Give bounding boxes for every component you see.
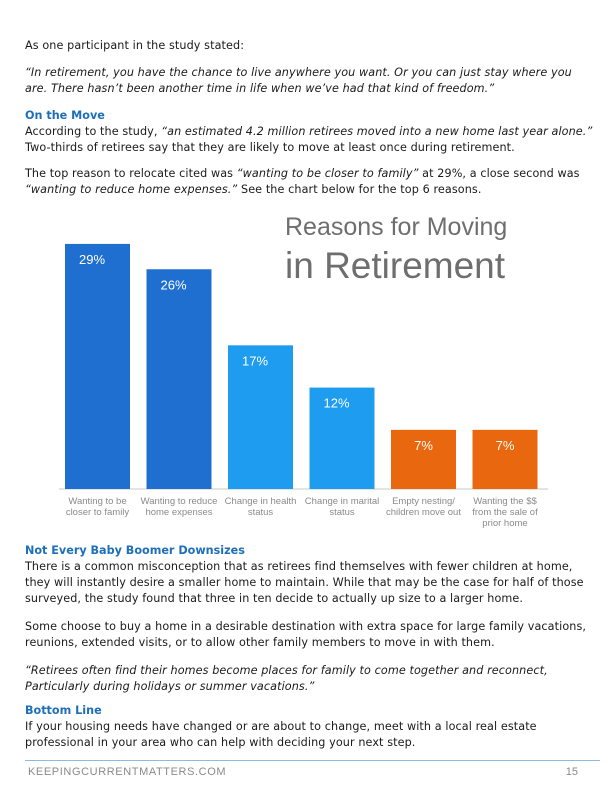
chart-title-line-2: in Retirement [285, 245, 506, 286]
category-label-4-line-1: children move out [386, 507, 461, 518]
section-bottom-line: Bottom Line If your housing needs have c… [25, 703, 595, 751]
downsize-quote: “Retirees often find their homes become … [25, 664, 548, 693]
section-downsize: Not Every Baby Boomer Downsizes There is… [25, 543, 595, 695]
heading-on-the-move: On the Move [25, 109, 105, 122]
downsize-paragraph-1: There is a common misconception that as … [25, 560, 584, 605]
bar-value-label-1: 26% [161, 277, 187, 292]
opening-quote: “In retirement, you have the chance to l… [25, 65, 595, 97]
bar-value-label-5: 7% [496, 438, 515, 453]
heading-downsize: Not Every Baby Boomer Downsizes [25, 544, 245, 557]
category-label-1-line-1: home expenses [145, 507, 212, 518]
category-label-1-line-0: Wanting to reduce [141, 496, 218, 507]
bar-value-label-2: 17% [242, 353, 268, 368]
downsize-paragraph-2: Some choose to buy a home in a desirable… [25, 620, 587, 649]
category-label-4-line-0: Empty nesting/ [392, 496, 455, 507]
reasons-chart: Reasons for Moving in Retirement 29% Want… [55, 213, 550, 543]
footer-divider [25, 760, 600, 761]
move-paragraph-2: The top reason to relocate cited was “wa… [25, 167, 580, 196]
participant-quote: “In retirement, you have the chance to l… [25, 66, 572, 95]
chart-title-line-1: Reasons for Moving [285, 213, 508, 241]
bar-0 [65, 243, 130, 489]
category-label-0-line-1: closer to family [66, 507, 130, 518]
page-number: 15 [565, 766, 578, 778]
move-paragraph-1: According to the study, “an estimated 4.… [25, 125, 593, 154]
bottom-line-paragraph: If your housing needs have changed or ar… [25, 720, 537, 749]
bar-1 [146, 269, 212, 489]
section-on-the-move: On the Move According to the study, “an … [25, 108, 595, 198]
category-label-3-line-1: status [329, 507, 355, 518]
heading-bottom-line: Bottom Line [25, 704, 102, 717]
footer-site: KEEPINGCURRENTMATTERS.COM [28, 766, 227, 778]
category-label-5-line-2: prior home [482, 518, 527, 529]
bar-value-label-0: 29% [79, 252, 105, 267]
bar-3 [309, 387, 375, 489]
intro-paragraph: As one participant in the study stated: [25, 39, 245, 52]
bar-value-label-4: 7% [414, 438, 433, 453]
bar-value-label-3: 12% [324, 396, 350, 411]
category-label-3-line-0: Change in marital [305, 496, 379, 507]
category-label-2-line-1: status [248, 507, 274, 518]
category-label-5-line-1: from the sale of [472, 507, 538, 518]
bar-5 [472, 429, 538, 489]
category-label-5-line-0: Wanting the $$ [473, 496, 537, 507]
intro-text: As one participant in the study stated: [25, 38, 595, 54]
category-label-2-line-0: Change in health [225, 496, 297, 507]
bar-2 [228, 345, 293, 489]
category-label-0-line-0: Wanting to be [68, 496, 126, 507]
bar-4 [391, 429, 456, 489]
